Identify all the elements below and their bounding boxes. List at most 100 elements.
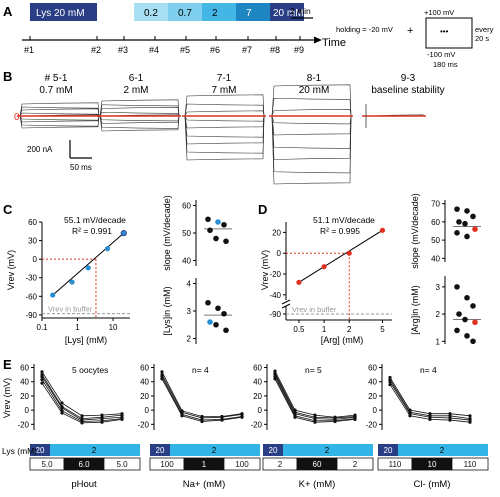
- e-condition-block: [103, 457, 141, 471]
- e-lys-20-label: 20: [156, 446, 165, 455]
- e-point: [120, 417, 124, 421]
- c-y-label: Vrev (mV): [6, 250, 16, 290]
- d-data-point: [321, 264, 327, 270]
- current-trace: [184, 110, 265, 117]
- c-in-y-tick-label: 3: [187, 307, 192, 316]
- e-condition-block: [336, 457, 374, 471]
- e-n-label: n= 4: [420, 365, 437, 375]
- e-point: [388, 382, 392, 387]
- e-condition-label: 1: [202, 460, 207, 469]
- e-point: [428, 417, 432, 421]
- current-trace: [184, 94, 265, 117]
- c-y-tick-label: 0: [33, 255, 38, 264]
- current-trace: [184, 115, 265, 154]
- trace-group-title: 6-1: [129, 73, 144, 84]
- current-trace: [184, 115, 265, 161]
- c-fit-line: [52, 232, 125, 296]
- d-in-y-tick-label: 3: [436, 283, 441, 292]
- timepoint-marker: #5: [180, 45, 190, 55]
- timepoint-marker: #7: [242, 45, 252, 55]
- e-point: [40, 378, 44, 382]
- trace-group-sub: baseline stability: [371, 85, 444, 96]
- concentration-steps: 0.2 0.7 2 7 20 mM: [134, 3, 304, 21]
- e-condition-label: 5.0: [41, 460, 53, 469]
- current-traces: [17, 84, 426, 185]
- e-point: [353, 417, 357, 421]
- d-slope-point: [462, 220, 468, 227]
- d-in-y-label: [Arg]in (mM): [410, 285, 420, 335]
- conc-step-block: [134, 3, 168, 21]
- e-series-line: [389, 377, 471, 417]
- e-condition-label: 5.0: [116, 460, 128, 469]
- e-point: [333, 419, 337, 424]
- d-x-tick-label: 2: [347, 325, 352, 334]
- d-in-point: [464, 333, 470, 339]
- c-slope-point: [215, 219, 221, 225]
- current-trace: [99, 99, 180, 117]
- e-lys-2-block: [50, 444, 140, 456]
- protocol-v-bottom: -100 mV: [427, 50, 455, 59]
- current-trace: [271, 115, 352, 125]
- e-point: [40, 381, 44, 385]
- current-trace: [271, 84, 352, 117]
- e-point: [388, 380, 392, 384]
- time-label: Time: [322, 37, 346, 49]
- e-lys-20-block: [263, 444, 283, 456]
- c-annotation: 55.1 mV/decade: [64, 215, 126, 225]
- current-trace: [19, 115, 100, 129]
- lys-internal-plot: 4 3 2 [Lys]in (mM): [162, 278, 232, 344]
- d-y-tick-label: -40: [269, 291, 281, 300]
- lys-slope-plot: 60 50 40 slope (mV/decade): [162, 195, 232, 271]
- c-y-tick-label: -90: [25, 311, 37, 320]
- d-in-point: [454, 284, 460, 290]
- e-lys-20-label: 20: [36, 446, 45, 455]
- e-lys-label: Lys (mM): [2, 446, 37, 456]
- current-scale-label: 200 nA: [27, 145, 53, 154]
- conc-step-label: 7: [246, 8, 252, 19]
- trace-group-title: # 5-1: [45, 73, 68, 84]
- trace-group-title: 9-3: [401, 73, 416, 84]
- c-data-point: [104, 246, 111, 252]
- conc-step-label: 2: [212, 8, 218, 19]
- e-series-line: [41, 374, 123, 420]
- e-point: [60, 401, 64, 405]
- timepoint-marker: #3: [118, 45, 128, 55]
- trace-group-title: 7-1: [217, 73, 232, 84]
- e-point: [313, 420, 317, 424]
- current-trace: [271, 115, 352, 149]
- e-point: [160, 370, 164, 374]
- current-trace: [99, 115, 180, 122]
- e-lys-2-label: 2: [92, 446, 97, 455]
- current-trace: [184, 115, 265, 122]
- d-r2: R² = 0.995: [320, 226, 360, 236]
- c-in-point: [223, 327, 229, 334]
- conc-step-label: 20 mM: [273, 8, 304, 19]
- e-y-tick-label: 40: [140, 378, 149, 387]
- d-data-point: [346, 250, 352, 256]
- c-y-tick-label: 30: [28, 237, 37, 246]
- e-point: [220, 418, 224, 422]
- e-point: [180, 414, 184, 418]
- e-point: [40, 375, 44, 379]
- e-y-tick-label: -20: [250, 420, 262, 429]
- current-trace: [99, 115, 180, 124]
- e-n-label: 5 oocytes: [72, 365, 108, 375]
- c-data-point: [85, 265, 91, 271]
- e-condition-label: 100: [160, 460, 174, 469]
- c-x-label: [Lys] (mM): [65, 335, 107, 345]
- d-annotation: 51.1 mV/decade: [313, 215, 375, 225]
- e-y-tick-label: 40: [368, 378, 377, 387]
- e-series-line: [161, 371, 243, 417]
- current-trace: [184, 115, 265, 138]
- d-in-point: [464, 294, 470, 301]
- d-slope-point: [470, 213, 476, 220]
- trace-group-titles: # 5-10.7 mM 6-12 mM 7-17 mM 8-120 mM 9-3base…: [39, 73, 444, 96]
- c-slope-point: [205, 216, 211, 223]
- current-trace: [184, 103, 265, 117]
- arg-vrev-plot: 20 0 -20 -40 -90 0.5 1 2 5 [Arg] (mM) Vrev (mV) Vre…: [260, 215, 392, 345]
- current-trace: [271, 115, 352, 160]
- d-slope-point: [454, 206, 460, 212]
- c-slope-y-tick-label: 50: [182, 229, 191, 238]
- e-condition-label: 60: [313, 460, 322, 469]
